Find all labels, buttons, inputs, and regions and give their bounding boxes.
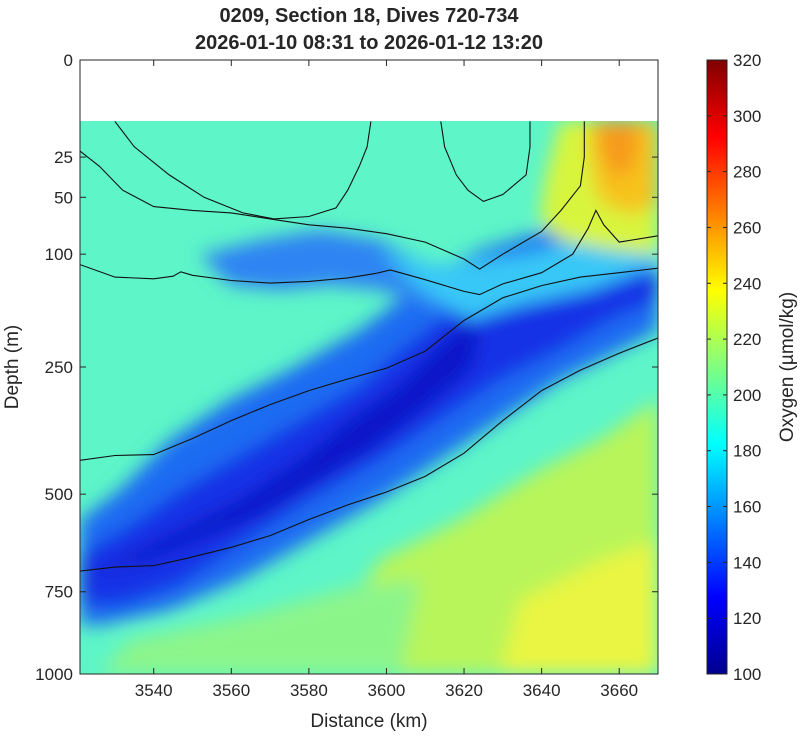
low-oxygen-minimum bbox=[90, 320, 480, 575]
high-oxygen-core bbox=[598, 121, 640, 180]
oxygen-field bbox=[80, 121, 658, 674]
colorbar-label: Oxygen (µmol/kg) bbox=[777, 292, 798, 442]
chart-title: 0209, Section 18, Dives 720-734 2026-01-… bbox=[195, 5, 543, 54]
y-tick-label: 250 bbox=[45, 358, 73, 377]
colorbar-tick-label: 180 bbox=[733, 442, 761, 461]
y-axis-ticks: 0 25 50 100 250 500 750 1000 bbox=[35, 51, 658, 684]
y-tick-label: 100 bbox=[45, 245, 73, 264]
upper-low-patch bbox=[200, 230, 480, 310]
deep-green-left bbox=[100, 580, 420, 674]
colorbar-tick-label: 200 bbox=[733, 386, 761, 405]
y-tick-label: 500 bbox=[45, 485, 73, 504]
intermediate-patch bbox=[380, 225, 658, 320]
colorbar-ticks: 100 120 140 160 180 200 220 240 260 280 300 320 bbox=[707, 51, 761, 684]
colorbar-tick-label: 240 bbox=[733, 274, 761, 293]
contour-line-2 bbox=[80, 209, 658, 296]
y-axis-label: Depth (m) bbox=[2, 325, 23, 409]
x-tick-label: 3660 bbox=[600, 681, 638, 700]
x-axis-ticks: 3540 3560 3580 3600 3620 3640 3660 bbox=[135, 60, 638, 700]
y-tick-label: 750 bbox=[45, 583, 73, 602]
x-tick-label: 3560 bbox=[212, 681, 250, 700]
y-tick-label: 50 bbox=[54, 188, 73, 207]
y-tick-label: 1000 bbox=[35, 665, 73, 684]
y-tick-label: 25 bbox=[54, 148, 73, 167]
x-tick-label: 3540 bbox=[135, 681, 173, 700]
colorbar-tick-label: 120 bbox=[733, 609, 761, 628]
y-tick-label: 0 bbox=[64, 51, 73, 70]
x-tick-label: 3620 bbox=[445, 681, 483, 700]
colorbar-tick-label: 280 bbox=[733, 163, 761, 182]
contour-line-1 bbox=[80, 121, 585, 270]
colorbar-tick-label: 100 bbox=[733, 665, 761, 684]
colorbar-tick-label: 220 bbox=[733, 330, 761, 349]
contour-line-4 bbox=[80, 337, 658, 572]
colorbar-tick-label: 260 bbox=[733, 218, 761, 237]
colorbar-tick-label: 300 bbox=[733, 107, 761, 126]
x-tick-label: 3580 bbox=[290, 681, 328, 700]
contour-lines bbox=[80, 121, 658, 572]
contour-line-5 bbox=[114, 121, 372, 220]
x-axis-label: Distance (km) bbox=[310, 711, 427, 732]
title-line-1: 0209, Section 18, Dives 720-734 bbox=[219, 5, 519, 27]
colorbar-tick-label: 160 bbox=[733, 498, 761, 517]
contour-line-3 bbox=[80, 267, 658, 461]
title-line-2: 2026-01-10 08:31 to 2026-01-12 13:20 bbox=[195, 32, 543, 54]
x-tick-label: 3600 bbox=[368, 681, 406, 700]
colorbar: 100 120 140 160 180 200 220 240 260 280 300 320 Oxy… bbox=[706, 51, 798, 684]
colorbar-tick-label: 320 bbox=[733, 51, 761, 70]
colorbar-scale bbox=[706, 59, 728, 675]
deep-yellow bbox=[500, 540, 658, 674]
colorbar-tick-label: 140 bbox=[733, 553, 761, 572]
x-tick-label: 3640 bbox=[523, 681, 561, 700]
contour-line-6 bbox=[440, 121, 531, 203]
